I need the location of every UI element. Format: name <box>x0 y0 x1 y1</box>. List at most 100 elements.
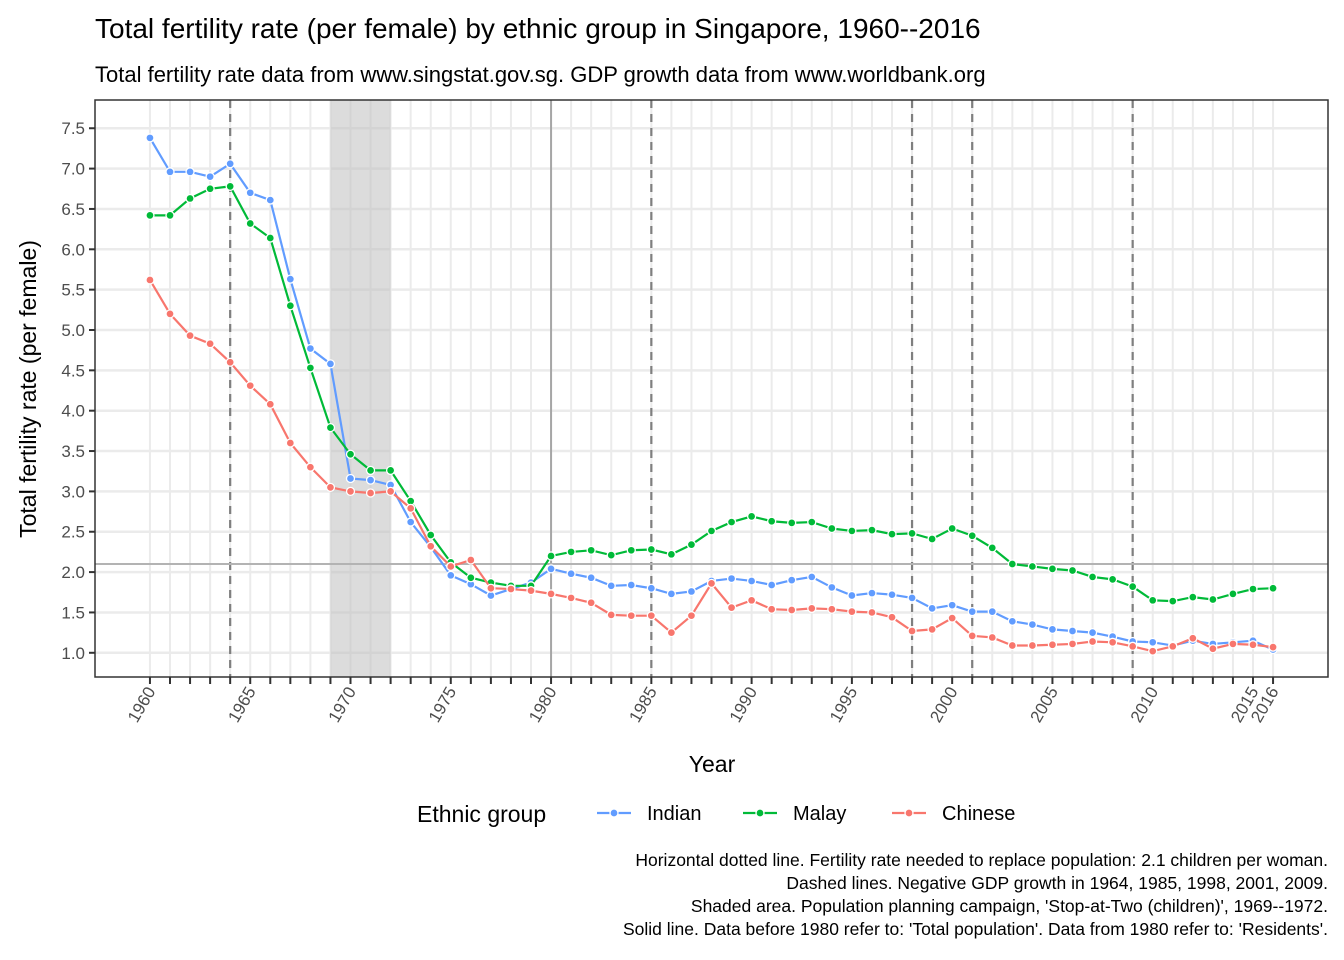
panel-border <box>94 99 1329 678</box>
data-point <box>305 462 316 472</box>
data-point <box>466 555 476 565</box>
data-point <box>827 582 837 593</box>
x-tick-label: 1975 <box>425 684 460 726</box>
data-point <box>927 603 937 614</box>
x-tick-label: 1965 <box>224 684 259 726</box>
data-point <box>1087 636 1098 647</box>
data-point <box>606 581 616 591</box>
y-tick-label: 5.5 <box>61 281 85 300</box>
data-point <box>1268 642 1278 652</box>
data-point <box>666 627 677 638</box>
data-point <box>205 339 215 349</box>
data-point <box>907 626 917 636</box>
data-point <box>546 564 556 574</box>
x-tick-label: 2000 <box>926 684 961 726</box>
data-point <box>807 603 817 614</box>
data-point <box>165 167 175 177</box>
data-point <box>626 580 636 590</box>
data-point <box>1087 572 1098 582</box>
data-point <box>887 529 897 539</box>
x-tick-label: 2010 <box>1127 684 1162 726</box>
data-point <box>787 605 797 615</box>
data-point <box>345 486 356 497</box>
data-point <box>345 473 356 484</box>
caption: Horizontal dotted line. Fertility rate n… <box>635 850 1328 870</box>
data-point <box>1268 583 1278 593</box>
data-point <box>205 172 215 182</box>
y-tick-label: 6.0 <box>61 240 85 259</box>
data-point <box>325 359 336 369</box>
x-tick-label: 1960 <box>124 684 159 726</box>
data-point <box>987 606 997 617</box>
data-point <box>225 181 235 191</box>
data-point <box>686 611 697 621</box>
data-point <box>787 518 797 528</box>
data-point <box>1248 584 1258 594</box>
data-point <box>1047 640 1058 650</box>
data-point <box>365 488 376 498</box>
chart-title: Total fertility rate (per female) by eth… <box>95 13 981 44</box>
data-point <box>566 569 576 579</box>
data-point <box>1128 581 1138 592</box>
data-point <box>987 632 997 643</box>
data-point <box>1128 641 1138 651</box>
x-tick-label: 1995 <box>826 684 861 726</box>
data-point <box>1087 627 1098 638</box>
data-point <box>1027 619 1038 630</box>
data-point <box>907 593 917 603</box>
data-point <box>506 584 516 594</box>
x-tick-label: 1985 <box>625 684 660 726</box>
data-point <box>1107 637 1118 647</box>
data-point <box>265 233 275 243</box>
data-point <box>325 482 336 493</box>
y-tick-label: 7.5 <box>61 119 85 138</box>
data-point <box>345 449 356 459</box>
data-point <box>406 517 416 527</box>
legend-title: Ethnic group <box>417 801 546 827</box>
data-point <box>566 547 576 557</box>
data-point <box>606 610 616 620</box>
data-point <box>606 550 616 560</box>
y-tick-label: 7.0 <box>61 160 85 179</box>
data-point <box>145 133 155 143</box>
data-point <box>145 275 155 285</box>
data-point <box>767 604 777 614</box>
y-tick-label: 2.0 <box>61 563 85 582</box>
caption: Shaded area. Population planning campaig… <box>691 896 1328 916</box>
data-point <box>325 422 336 433</box>
data-point <box>1148 637 1158 647</box>
data-point <box>947 600 957 610</box>
data-point <box>1168 596 1178 606</box>
data-point <box>1188 592 1198 602</box>
data-point <box>285 438 295 448</box>
data-point <box>867 607 877 618</box>
data-point <box>1067 626 1078 636</box>
caption: Solid line. Data before 1980 refer to: '… <box>623 919 1328 939</box>
y-tick-label: 5.0 <box>61 321 85 340</box>
data-point <box>907 528 917 539</box>
y-tick-label: 1.0 <box>61 644 85 663</box>
data-point <box>807 517 817 527</box>
data-point <box>726 573 737 584</box>
data-point <box>1188 633 1198 643</box>
data-point <box>365 475 376 485</box>
y-tick-label: 2.5 <box>61 523 85 542</box>
data-point <box>706 526 717 536</box>
data-point <box>626 611 636 621</box>
data-point <box>305 343 316 354</box>
data-point <box>967 631 977 641</box>
data-point <box>827 604 837 614</box>
data-point <box>686 586 697 597</box>
data-point <box>586 598 596 608</box>
data-point <box>726 602 737 613</box>
data-point <box>706 578 717 589</box>
legend-key <box>609 808 619 818</box>
data-point <box>626 545 636 555</box>
data-point <box>1208 594 1218 605</box>
data-point <box>927 534 937 544</box>
data-point <box>686 540 697 550</box>
data-point <box>185 330 195 341</box>
legend-key <box>755 808 765 818</box>
data-point <box>746 511 757 522</box>
data-point <box>867 588 877 598</box>
